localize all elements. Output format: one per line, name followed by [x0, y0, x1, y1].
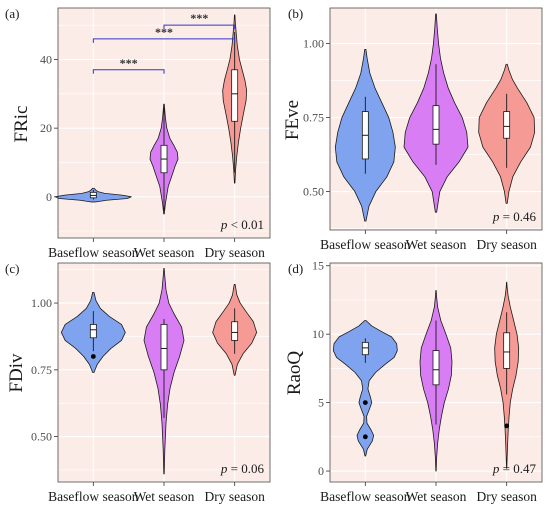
y-tick-label: 0.75	[303, 111, 324, 125]
p-symbol: p	[492, 461, 500, 476]
panel-tag: (a)	[5, 6, 19, 21]
y-axis-title: FRic	[11, 106, 32, 143]
y-tick-label: 0.75	[31, 363, 52, 377]
p-value-text: = 0.47	[499, 461, 536, 476]
boxplot-box	[160, 324, 168, 371]
violin-baseflow	[332, 320, 398, 457]
x-category-label: Baseflow season	[320, 489, 411, 504]
outlier-point	[90, 354, 96, 359]
boxplot-box	[231, 321, 239, 341]
y-tick-label: 5	[318, 396, 324, 410]
x-category-label: Baseflow season	[320, 237, 411, 252]
y-tick-label: 1.00	[31, 296, 52, 310]
x-category-label: Dry season	[204, 245, 265, 260]
x-category-label: Dry season	[476, 237, 537, 252]
p-value-annotation: p < 0.01	[220, 217, 264, 232]
boxplot-box	[89, 324, 97, 339]
y-tick-label: 1.00	[303, 37, 324, 51]
x-category-label: Dry season	[476, 489, 537, 504]
y-axis-title: FEve	[282, 100, 303, 140]
p-value-annotation: p = 0.47	[492, 461, 537, 476]
boxplot-box	[231, 69, 239, 122]
y-tick-label: 0.50	[303, 185, 324, 199]
x-category-label: Wet season	[134, 489, 195, 504]
y-tick-label: 0	[46, 190, 52, 204]
y-tick-label: 0.50	[31, 430, 52, 444]
boxplot-box	[503, 111, 511, 139]
panel-tag: (c)	[5, 261, 19, 276]
x-category-label: Baseflow season	[48, 245, 139, 260]
boxplot-box	[432, 105, 440, 145]
p-symbol: p	[220, 217, 228, 232]
outlier-point	[362, 400, 368, 406]
x-category-label: Dry season	[204, 489, 265, 504]
x-category-label: Wet season	[134, 245, 195, 260]
y-tick-label: 0	[318, 464, 324, 478]
y-axis-title: RaoQ	[284, 351, 305, 396]
outlier-point	[504, 423, 510, 429]
p-value-text: = 0.46	[499, 209, 536, 224]
significance-label: ***	[155, 25, 173, 39]
significance-label: ***	[120, 56, 138, 70]
x-category-label: Wet season	[406, 489, 467, 504]
panel-tag: (d)	[288, 261, 303, 276]
y-tick-label: 10	[312, 327, 324, 341]
outlier-point	[362, 434, 368, 440]
p-value-annotation: p = 0.46	[492, 209, 537, 224]
boxplot-box	[503, 332, 511, 369]
p-symbol: p	[492, 209, 500, 224]
y-tick-label: 15	[312, 259, 324, 273]
significance-label: ***	[190, 11, 208, 25]
p-value-annotation: p = 0.06	[220, 461, 265, 476]
x-category-label: Wet season	[406, 237, 467, 252]
p-value-text: = 0.06	[227, 461, 264, 476]
y-tick-label: 20	[40, 121, 52, 135]
boxplot-box	[432, 350, 440, 386]
y-tick-label: 40	[40, 52, 52, 66]
p-value-text: < 0.01	[227, 217, 264, 232]
x-category-label: Baseflow season	[48, 489, 139, 504]
significance-bracket	[92, 38, 236, 43]
boxplot-box	[361, 341, 369, 356]
p-symbol: p	[220, 461, 228, 476]
significance-bracket	[163, 24, 236, 30]
panel-tag: (b)	[288, 6, 303, 21]
significance-bracket	[92, 69, 165, 74]
y-axis-title: FDiv	[6, 353, 27, 393]
